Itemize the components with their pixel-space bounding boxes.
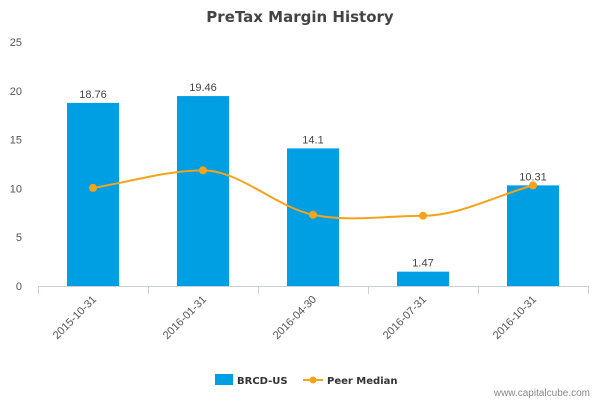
bar-data-labels: 18.76 19.46 14.1 1.47 10.31 [79,82,547,270]
bar-2016-07-31 [397,271,449,286]
y-tick-label: 15 [10,135,22,147]
x-tick-label: 2016-10-31 [491,294,539,342]
bar-data-label: 14.1 [302,134,323,146]
bar-data-label: 10.31 [519,171,547,183]
bar-2015-10-31 [67,102,119,286]
y-tick-label: 0 [16,281,22,293]
x-tick-label: 2016-07-31 [381,294,429,342]
bar-series [67,96,559,286]
peer-median-point-2016-10-31 [529,181,537,190]
legend-label-brcd: BRCD-US [237,376,288,387]
bar-data-label: 18.76 [79,89,107,101]
x-tick-label: 2016-04-30 [271,294,319,342]
chart-title: PreTax Margin History [206,8,394,26]
bar-2016-10-31 [507,185,559,286]
peer-median-point-2015-10-31 [89,183,97,192]
y-tick-label: 25 [10,37,22,49]
legend-label-peer: Peer Median [327,376,398,387]
line-series [89,166,537,220]
bar-data-label: 19.46 [189,82,217,94]
legend-swatch-brcd [215,374,233,385]
x-tick-label: 2015-10-31 [51,294,99,342]
legend-swatch-peer-dot [309,376,317,384]
peer-median-point-2016-01-31 [199,166,207,175]
y-axis: 0 5 10 15 20 25 [10,37,22,293]
y-tick-label: 10 [10,183,22,195]
legend: BRCD-US Peer Median [215,374,398,387]
y-tick-label: 20 [10,86,22,98]
x-tick-label: 2016-01-31 [161,294,209,342]
y-tick-label: 5 [16,232,22,244]
bar-data-label: 1.47 [412,258,433,270]
bar-2016-01-31 [177,96,229,286]
x-axis: 2015-10-31 2016-01-31 2016-04-30 2016-07-31… [38,286,589,342]
peer-median-point-2016-04-30 [309,210,317,219]
watermark: www.capitalcube.com [493,388,590,399]
peer-median-point-2016-07-31 [419,211,427,220]
